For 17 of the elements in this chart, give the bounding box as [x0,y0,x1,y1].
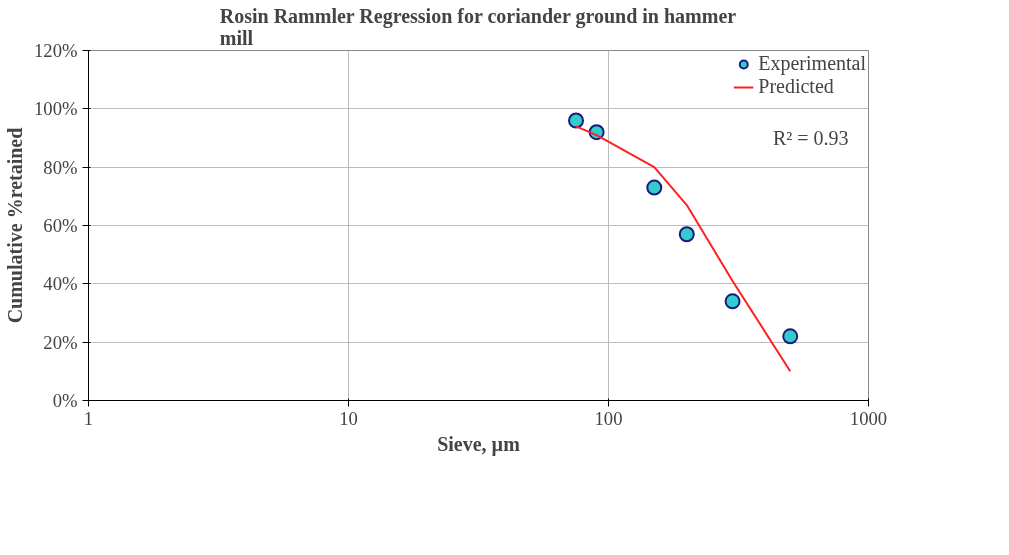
y-tick-label: 40% [43,273,78,295]
y-axis-title: Cumulative %retained [3,127,26,324]
y-tick-label: 120% [33,40,78,61]
chart-title: Rosin Rammler Regression for coriander ground in hammer mill [219,4,737,49]
y-tick-label: 20% [43,331,78,353]
legend-label: Experimental [758,52,866,75]
x-tick-label: 100 [594,407,623,429]
y-tick-label: 100% [33,98,78,120]
x-tick-label: 1000 [849,407,888,429]
y-tick-label: 80% [43,156,78,178]
x-tick-label: 10 [339,407,358,429]
annotation: R² = 0.93 [772,126,849,149]
legend-label: Predicted [758,75,834,98]
y-tick-label: 60% [43,215,78,236]
x-tick-label: 1 [83,407,94,429]
y-tick-label: 0% [52,390,78,411]
x-axis-title: Sieve, µm [437,432,521,456]
